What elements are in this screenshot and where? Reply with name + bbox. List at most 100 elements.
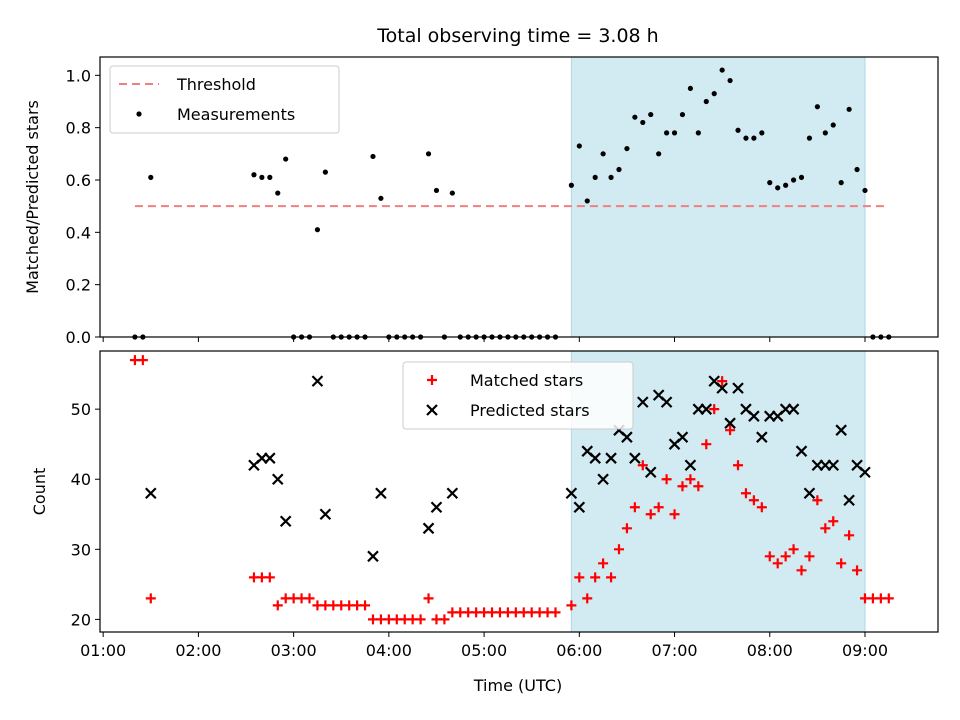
y-tick-label: 1.0: [66, 66, 91, 85]
y-axis-label: Count: [30, 468, 49, 516]
data-point: [259, 174, 265, 180]
data-point: [264, 452, 276, 464]
x-tick-label: 02:00: [175, 641, 221, 660]
data-point: [433, 187, 440, 194]
y-tick-label: 0.4: [66, 223, 91, 242]
data-point: [378, 195, 384, 201]
data-point: [716, 382, 728, 394]
data-point: [608, 174, 614, 180]
data-point: [693, 481, 704, 492]
data-point: [703, 98, 709, 105]
y-tick-label: 30: [71, 540, 91, 559]
data-point: [367, 550, 379, 563]
data-point: [827, 459, 840, 471]
data-point: [449, 190, 455, 196]
data-point: [732, 382, 744, 394]
data-point: [576, 143, 582, 149]
data-point: [764, 551, 775, 562]
data-point: [264, 572, 275, 583]
legend-label: Matched stars: [470, 371, 583, 390]
data-point: [311, 375, 324, 387]
data-point: [148, 174, 154, 180]
data-point: [664, 130, 670, 136]
legend-key: [136, 111, 142, 117]
data-point: [679, 111, 686, 118]
x-tick-label: 04:00: [366, 641, 412, 660]
data-point: [676, 431, 689, 443]
data-point: [795, 445, 808, 457]
data-point: [803, 487, 816, 500]
data-point: [415, 614, 426, 625]
data-point: [740, 488, 751, 499]
y-tick-label: 0.2: [66, 276, 91, 295]
data-point: [439, 614, 450, 625]
data-point: [804, 551, 815, 562]
data-point: [314, 227, 321, 233]
data-point: [319, 508, 332, 521]
data-point: [756, 502, 767, 513]
data-point: [430, 501, 443, 514]
plot-frame: [99, 350, 939, 633]
data-point: [568, 182, 574, 188]
data-point: [788, 544, 799, 555]
data-point: [621, 431, 633, 443]
data-point: [798, 174, 805, 180]
data-point: [862, 187, 868, 194]
data-point: [719, 67, 725, 73]
data-point: [701, 439, 712, 450]
y-tick-label: 40: [71, 470, 91, 489]
data-point: [272, 600, 283, 611]
data-point: [724, 417, 736, 429]
data-point: [648, 111, 654, 118]
data-point: [566, 600, 577, 611]
data-point: [565, 487, 578, 500]
data-point: [446, 487, 459, 500]
data-point: [836, 558, 847, 569]
legend: Threshold Measurements: [109, 65, 340, 134]
data-point: [616, 166, 622, 173]
data-point: [425, 151, 432, 157]
data-point: [145, 487, 157, 500]
data-point: [271, 473, 284, 486]
legend-label: Threshold: [176, 75, 256, 94]
data-point: [748, 410, 760, 422]
data-point: [756, 431, 768, 443]
data-point: [828, 516, 839, 527]
data-point: [574, 572, 585, 583]
series-predicted-stars: [145, 375, 871, 563]
x-tick-label: 06:00: [556, 641, 602, 660]
data-point: [790, 177, 797, 183]
data-point: [322, 169, 328, 175]
data-point: [687, 85, 694, 92]
data-point: [584, 198, 590, 204]
data-point: [275, 190, 281, 196]
data-point: [820, 523, 831, 534]
data-point: [640, 119, 646, 126]
data-point: [751, 135, 757, 141]
legend-box: [109, 65, 340, 134]
data-point: [685, 474, 696, 485]
x-tick-label: 09:00: [842, 641, 888, 660]
data-point: [637, 460, 648, 471]
x-tick-label: 07:00: [651, 641, 697, 660]
y-axis-label: Matched/Predicted stars: [23, 100, 42, 294]
legend-key: [427, 375, 437, 385]
data-point: [589, 452, 601, 464]
data-point: [283, 156, 289, 162]
data-point: [304, 593, 315, 604]
x-tick-label: 03:00: [271, 641, 317, 660]
legend-label: Predicted stars: [470, 401, 590, 420]
data-point: [787, 403, 800, 415]
data-point: [422, 522, 435, 535]
data-point: [613, 544, 624, 555]
data-point: [812, 495, 823, 506]
data-point: [370, 153, 376, 160]
data-point: [883, 593, 894, 604]
data-point: [660, 396, 673, 408]
data-point: [743, 135, 749, 141]
data-point: [735, 127, 741, 133]
data-point: [629, 452, 641, 464]
data-point: [279, 515, 292, 528]
count-panel: 20 30 40 50 01:00 02:00 03:00 04:00 05:00 06:00 07…: [30, 350, 939, 660]
